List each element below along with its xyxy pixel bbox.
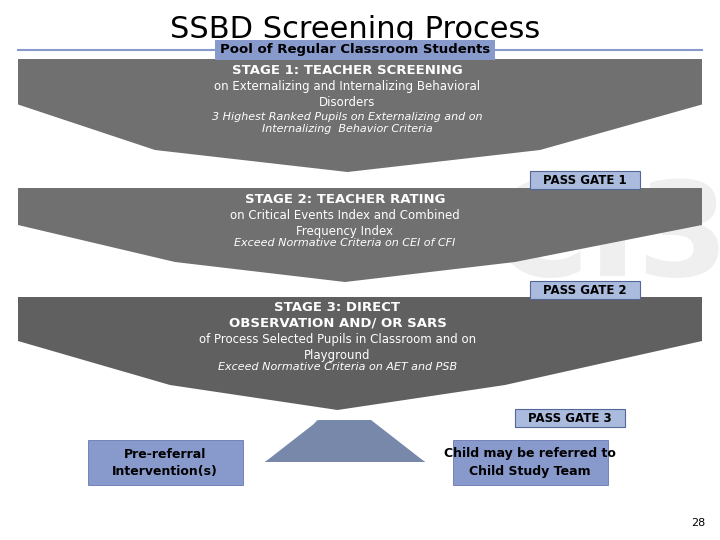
FancyBboxPatch shape — [530, 281, 640, 299]
FancyBboxPatch shape — [530, 171, 640, 189]
Text: STAGE 3: DIRECT
OBSERVATION AND/ OR SARS: STAGE 3: DIRECT OBSERVATION AND/ OR SARS — [228, 301, 446, 330]
Text: on Critical Events Index and Combined
Frequency Index: on Critical Events Index and Combined Fr… — [230, 209, 460, 238]
Polygon shape — [18, 188, 175, 262]
Text: CI3: CI3 — [491, 177, 720, 303]
Polygon shape — [155, 59, 540, 172]
Text: PASS GATE 3: PASS GATE 3 — [528, 411, 612, 424]
Text: Exceed Normative Criteria on CEI of CFI: Exceed Normative Criteria on CEI of CFI — [235, 238, 456, 248]
Text: STAGE 2: TEACHER RATING: STAGE 2: TEACHER RATING — [245, 193, 445, 206]
Text: on Externalizing and Internalizing Behavioral
Disorders: on Externalizing and Internalizing Behav… — [215, 80, 480, 109]
Polygon shape — [18, 297, 170, 385]
Polygon shape — [505, 297, 702, 385]
Text: Pre-referral
Intervention(s): Pre-referral Intervention(s) — [112, 448, 218, 477]
Polygon shape — [265, 420, 425, 462]
Text: Pool of Regular Classroom Students: Pool of Regular Classroom Students — [220, 44, 490, 57]
Text: Exceed Normative Criteria on AET and PSB: Exceed Normative Criteria on AET and PSB — [218, 362, 457, 372]
Polygon shape — [540, 59, 702, 150]
Text: SSBD Screening Process: SSBD Screening Process — [170, 15, 540, 44]
Polygon shape — [175, 188, 515, 282]
Polygon shape — [265, 420, 425, 462]
Polygon shape — [170, 297, 505, 410]
FancyBboxPatch shape — [452, 440, 608, 485]
FancyBboxPatch shape — [215, 40, 495, 60]
Text: 28: 28 — [690, 518, 705, 528]
FancyBboxPatch shape — [88, 440, 243, 485]
Text: 3 Highest Ranked Pupils on Externalizing and on
Internalizing  Behavior Criteria: 3 Highest Ranked Pupils on Externalizing… — [212, 112, 482, 134]
Text: STAGE 1: TEACHER SCREENING: STAGE 1: TEACHER SCREENING — [232, 64, 463, 77]
Polygon shape — [285, 420, 425, 462]
Text: PASS GATE 2: PASS GATE 2 — [543, 284, 627, 296]
Polygon shape — [18, 59, 155, 150]
FancyBboxPatch shape — [515, 409, 625, 427]
Text: PASS GATE 1: PASS GATE 1 — [543, 173, 627, 186]
Text: Child may be referred to
Child Study Team: Child may be referred to Child Study Tea… — [444, 448, 616, 477]
Text: of Process Selected Pupils in Classroom and on
Playground: of Process Selected Pupils in Classroom … — [199, 333, 476, 362]
Polygon shape — [515, 188, 702, 262]
